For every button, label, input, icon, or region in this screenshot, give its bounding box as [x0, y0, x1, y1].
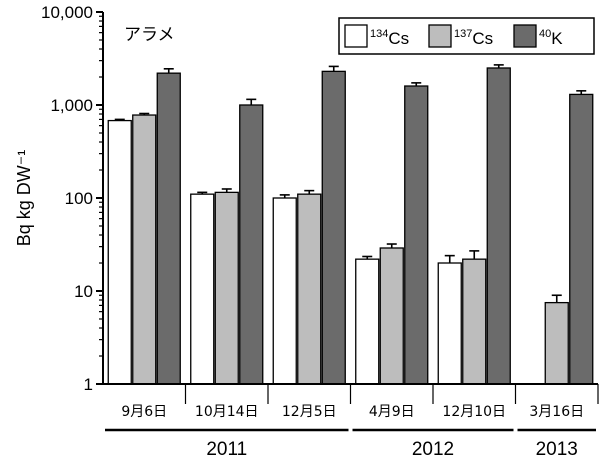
- y-tick-label: 1,000: [50, 96, 93, 115]
- x-tick-label: 12月10日: [442, 404, 506, 420]
- x-tick-label: 4月9日: [369, 404, 415, 420]
- legend-base-cs137: Cs: [472, 29, 493, 48]
- bar-cs137-1: [214, 191, 239, 385]
- y-tick-label: 100: [65, 189, 93, 208]
- bar-k40-1: [239, 104, 264, 385]
- year-label: 2011: [206, 439, 247, 460]
- x-tick-label: 3月16日: [529, 404, 584, 420]
- x-tick-label: 12月5日: [282, 404, 337, 420]
- bar-cs137-5: [544, 301, 569, 385]
- bar-cs134-3: [355, 258, 380, 385]
- panel-label: アラメ: [124, 25, 175, 45]
- legend-sup-cs137: 137: [454, 28, 472, 40]
- y-tick-label: 1: [84, 375, 93, 394]
- legend-label-cs137: 137Cs: [454, 28, 493, 48]
- y-tick-label: 10: [74, 282, 93, 301]
- legend-box: [338, 17, 595, 55]
- bar-k40-4: [486, 67, 511, 385]
- x-tick-label: 10月14日: [195, 404, 259, 420]
- legend-swatch-cs134: [344, 24, 368, 48]
- bar-k40-2: [321, 70, 346, 385]
- legend-base-cs134: Cs: [388, 29, 409, 48]
- legend-label-cs134: 134Cs: [370, 28, 409, 48]
- legend-label-k40: 40K: [539, 28, 563, 48]
- year-label: 2013: [536, 439, 578, 460]
- legend-sup-k40: 40: [539, 28, 551, 40]
- legend-swatch-cs137: [428, 24, 452, 48]
- bar-cs137-4: [462, 258, 487, 385]
- bar-cs137-3: [379, 247, 404, 385]
- y-axis-label: Bq kg DW⁻¹: [14, 150, 34, 247]
- x-tick-label: 9月6日: [121, 404, 167, 420]
- bar-k40-3: [404, 85, 429, 385]
- legend-sup-cs134: 134: [370, 28, 388, 40]
- bar-cs134-2: [272, 197, 297, 385]
- year-label: 2012: [412, 439, 454, 460]
- bar-cs137-2: [297, 193, 322, 385]
- legend-base-k40: K: [551, 29, 563, 48]
- bar-cs134-4: [437, 262, 462, 385]
- bar-k40-0: [156, 72, 181, 385]
- bar-cs137-0: [132, 114, 157, 385]
- bar-cs134-1: [190, 193, 215, 385]
- bar-k40-5: [569, 93, 594, 385]
- bar-cs134-0: [107, 119, 132, 385]
- y-tick-label: 10,000: [41, 3, 93, 22]
- legend-swatch-k40: [513, 24, 537, 48]
